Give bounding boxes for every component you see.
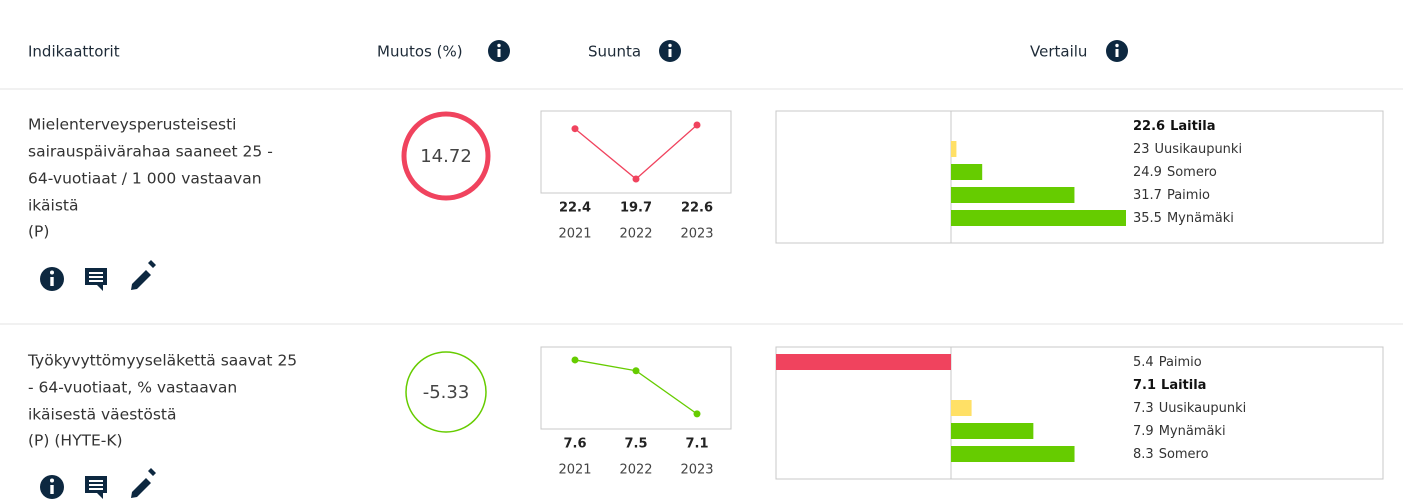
- trend-year: 2023: [680, 463, 713, 478]
- trend-value: 7.5: [624, 437, 647, 452]
- trend-point: [632, 175, 640, 183]
- column-header: Vertailu: [1030, 43, 1087, 61]
- comparison-name: Somero: [1159, 447, 1209, 462]
- icon: [89, 276, 103, 278]
- comparison-bar: [951, 446, 1075, 462]
- trend-point: [693, 410, 701, 418]
- comparison-label: 7.9 Mynämäki: [1133, 424, 1226, 439]
- comment-button[interactable]: [85, 476, 107, 499]
- icon: [89, 272, 103, 274]
- change-ring: [405, 351, 487, 433]
- comparison-label: 7.1 Laitila: [1133, 378, 1206, 393]
- comparison-bar: [951, 400, 972, 416]
- comparison-value: 35.5: [1133, 211, 1162, 226]
- trend-year: 2023: [680, 227, 713, 242]
- change-ring: [401, 111, 491, 201]
- comparison-value: 7.9: [1133, 424, 1154, 439]
- trend-point: [571, 356, 579, 364]
- indicator-label: 64-vuotiaat / 1 000 vastaavan: [28, 170, 262, 188]
- comparison-label: 23 Uusikaupunki: [1133, 142, 1242, 157]
- icon: [50, 478, 54, 483]
- trend-year: 2022: [619, 463, 652, 478]
- trend-value: 7.6: [563, 437, 586, 452]
- icon: [131, 468, 156, 498]
- comparison-value: 8.3: [1133, 447, 1154, 462]
- comparison-name: Paimio: [1159, 355, 1202, 370]
- change-value: 14.72: [420, 146, 472, 167]
- icon: [89, 488, 103, 490]
- comparison-label: 35.5 Mynämäki: [1133, 211, 1234, 226]
- comparison-name: Uusikaupunki: [1155, 142, 1243, 157]
- info-icon[interactable]: [659, 40, 681, 62]
- comparison-name: Laitila: [1161, 378, 1206, 393]
- icon: [50, 270, 54, 275]
- comparison-label: 22.6 Laitila: [1133, 119, 1216, 134]
- column-header: Muutos (%): [377, 43, 463, 61]
- comparison-bar: [951, 187, 1075, 203]
- indicator-label: ikäistä: [28, 197, 78, 215]
- icon: [89, 480, 103, 482]
- icon: [131, 260, 156, 290]
- icon: [85, 268, 107, 291]
- icon: [85, 476, 107, 499]
- comparison-value: 5.4: [1133, 355, 1154, 370]
- comparison-bar: [951, 141, 957, 157]
- trend-point: [693, 121, 701, 129]
- comparison-bar: [951, 210, 1126, 226]
- icon: [89, 280, 103, 282]
- trend-year: 2021: [558, 227, 591, 242]
- comparison-bar: [776, 354, 951, 370]
- indicator-tags: (P) (HYTE-K): [28, 432, 123, 450]
- comparison-label: 5.4 Paimio: [1133, 355, 1202, 370]
- info-icon[interactable]: [488, 40, 510, 62]
- column-header: Suunta: [588, 43, 641, 61]
- comparison-value: 22.6: [1133, 119, 1165, 134]
- trend-year: 2022: [619, 227, 652, 242]
- comparison-name: Paimio: [1167, 188, 1210, 203]
- indicator-label: Mielenterveysperusteisesti: [28, 116, 236, 134]
- column-header: Indikaattorit: [28, 43, 120, 61]
- comparison-name: Mynämäki: [1159, 424, 1226, 439]
- edit-button[interactable]: [131, 468, 156, 498]
- comparison-name: Uusikaupunki: [1159, 401, 1247, 416]
- comment-button[interactable]: [85, 268, 107, 291]
- trend-point: [571, 125, 579, 133]
- trend-value: 22.4: [559, 201, 591, 216]
- indicator-label: Työkyvyttömyyseläkettä saavat 25: [27, 352, 297, 370]
- indicator-label: - 64-vuotiaat, % vastaavan: [28, 379, 237, 397]
- comparison-label: 24.9 Somero: [1133, 165, 1217, 180]
- comparison-bar: [951, 164, 983, 180]
- edit-button[interactable]: [131, 260, 156, 290]
- icon: [89, 484, 103, 486]
- trend-value: 7.1: [685, 437, 708, 452]
- comparison-value: 24.9: [1133, 165, 1162, 180]
- trend-frame: [540, 346, 732, 430]
- comparison-value: 31.7: [1133, 188, 1162, 203]
- comparison-name: Somero: [1167, 165, 1217, 180]
- change-value: -5.33: [423, 382, 470, 403]
- trend-value: 22.6: [681, 201, 713, 216]
- comparison-label: 31.7 Paimio: [1133, 188, 1210, 203]
- info-button[interactable]: [40, 475, 64, 499]
- comparison-name: Mynämäki: [1167, 211, 1234, 226]
- comparison-value: 23: [1133, 142, 1150, 157]
- comparison-label: 7.3 Uusikaupunki: [1133, 401, 1246, 416]
- trend-point: [632, 367, 640, 375]
- trend-year: 2021: [558, 463, 591, 478]
- info-icon[interactable]: [1106, 40, 1128, 62]
- icon: [50, 485, 54, 494]
- comparison-name: Laitila: [1170, 119, 1215, 134]
- comparison-bar: [951, 423, 1034, 439]
- icon: [50, 277, 54, 286]
- comparison-value: 7.3: [1133, 401, 1154, 416]
- info-button[interactable]: [40, 267, 64, 291]
- comparison-value: 7.1: [1133, 378, 1156, 393]
- indicator-label: sairauspäivärahaa saaneet 25 -: [28, 143, 273, 161]
- trend-value: 19.7: [620, 201, 652, 216]
- comparison-label: 8.3 Somero: [1133, 447, 1209, 462]
- indicator-label: ikäisestä väestöstä: [28, 406, 177, 424]
- indicator-tags: (P): [28, 223, 49, 241]
